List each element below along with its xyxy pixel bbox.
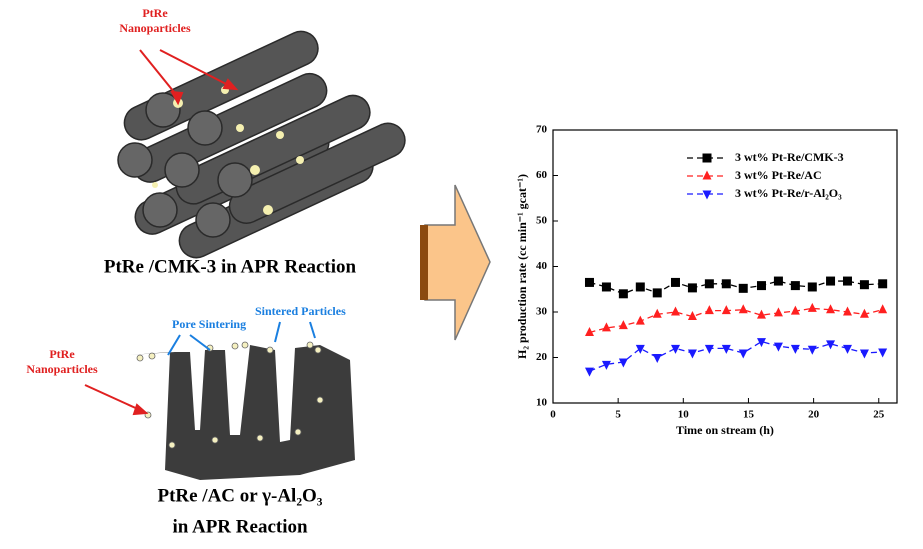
marker	[860, 280, 869, 289]
marker	[808, 282, 817, 291]
marker	[739, 284, 748, 293]
marker	[826, 277, 835, 286]
legend-label: 3 wt% Pt-Re/r-Al₂O₃	[735, 186, 842, 200]
marker	[722, 279, 731, 288]
x-tick-label: 10	[678, 409, 690, 421]
particles-label: PtRe	[142, 6, 168, 20]
x-tick-label: 0	[550, 409, 556, 421]
annotation: Pore Sintering	[172, 317, 246, 331]
caption: in APR Reaction	[172, 516, 308, 537]
marker	[602, 282, 611, 291]
y-tick-label: 30	[536, 306, 548, 318]
marker	[843, 277, 852, 286]
y-tick-label: 70	[536, 124, 548, 136]
particles-label: PtRe	[49, 347, 75, 361]
marker	[703, 154, 712, 163]
annotation: Sintered Particles	[255, 304, 346, 318]
caption: PtRe /AC or γ-Al₂O₃	[157, 485, 322, 506]
y-tick-label: 50	[536, 215, 548, 227]
marker	[757, 281, 766, 290]
legend-label: 3 wt% Pt-Re/AC	[735, 168, 822, 182]
x-tick-label: 5	[615, 409, 621, 421]
x-tick-label: 25	[873, 409, 885, 421]
marker	[619, 289, 628, 298]
particles-label: Nanoparticles	[26, 362, 98, 376]
y-tick-label: 10	[536, 397, 548, 409]
marker	[653, 288, 662, 297]
particles-label: Nanoparticles	[119, 21, 191, 35]
x-tick-label: 15	[743, 409, 755, 421]
marker	[688, 283, 697, 292]
y-tick-label: 60	[536, 169, 548, 181]
legend-label: 3 wt% Pt-Re/CMK-3	[735, 150, 844, 164]
caption: PtRe /CMK-3 in APR Reaction	[104, 256, 357, 277]
marker	[671, 278, 680, 287]
marker	[636, 282, 645, 291]
marker	[705, 279, 714, 288]
y-axis-label: H₂ production rate (cc min⁻¹ gcat⁻¹)	[515, 174, 529, 359]
y-tick-label: 40	[536, 260, 548, 272]
marker	[878, 279, 887, 288]
marker	[585, 278, 594, 287]
marker	[791, 281, 800, 290]
figure: PtRe Nanoparticles PtRe /CMK-3 in APR Re…	[0, 0, 923, 549]
x-axis-label: Time on stream (h)	[676, 423, 774, 437]
y-tick-label: 20	[536, 351, 548, 363]
x-tick-label: 20	[808, 409, 820, 421]
marker	[774, 277, 783, 286]
